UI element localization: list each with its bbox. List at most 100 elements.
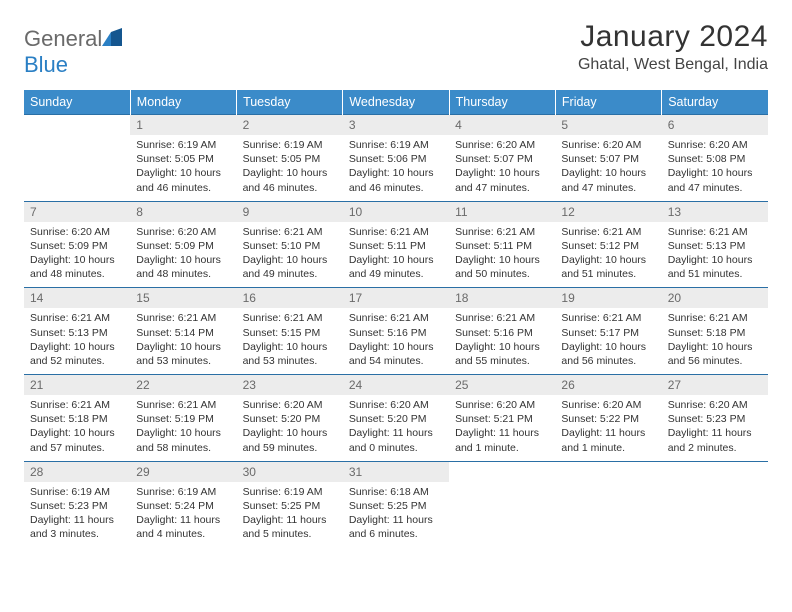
sunset-line: Sunset: 5:25 PM <box>243 499 337 513</box>
day-text: Sunrise: 6:19 AMSunset: 5:24 PMDaylight:… <box>130 485 236 542</box>
dow-tuesday: Tuesday <box>237 90 343 115</box>
day-text: Sunrise: 6:20 AMSunset: 5:20 PMDaylight:… <box>343 398 449 455</box>
week-row: 7Sunrise: 6:20 AMSunset: 5:09 PMDaylight… <box>24 201 768 288</box>
daylight-line: Daylight: 10 hours and 49 minutes. <box>349 253 443 281</box>
sunset-line: Sunset: 5:15 PM <box>243 326 337 340</box>
sunrise-line: Sunrise: 6:19 AM <box>349 138 443 152</box>
sunrise-line: Sunrise: 6:21 AM <box>136 311 230 325</box>
calendar-table: Sunday Monday Tuesday Wednesday Thursday… <box>24 90 768 547</box>
daylight-line: Daylight: 11 hours and 4 minutes. <box>136 513 230 541</box>
sunset-line: Sunset: 5:16 PM <box>349 326 443 340</box>
day-cell: 19Sunrise: 6:21 AMSunset: 5:17 PMDayligh… <box>555 288 661 375</box>
week-row: 1Sunrise: 6:19 AMSunset: 5:05 PMDaylight… <box>24 115 768 202</box>
day-number: 29 <box>130 462 236 482</box>
sunset-line: Sunset: 5:05 PM <box>136 152 230 166</box>
sunrise-line: Sunrise: 6:21 AM <box>349 225 443 239</box>
daylight-line: Daylight: 10 hours and 47 minutes. <box>668 166 762 194</box>
day-cell: 17Sunrise: 6:21 AMSunset: 5:16 PMDayligh… <box>343 288 449 375</box>
week-row: 28Sunrise: 6:19 AMSunset: 5:23 PMDayligh… <box>24 461 768 547</box>
logo-word-b: Blue <box>24 52 68 77</box>
day-text: Sunrise: 6:21 AMSunset: 5:18 PMDaylight:… <box>662 311 768 368</box>
day-number: 11 <box>449 202 555 222</box>
daylight-line: Daylight: 10 hours and 53 minutes. <box>136 340 230 368</box>
sunrise-line: Sunrise: 6:21 AM <box>561 225 655 239</box>
day-cell <box>555 461 661 547</box>
day-text: Sunrise: 6:20 AMSunset: 5:07 PMDaylight:… <box>449 138 555 195</box>
day-number: 21 <box>24 375 130 395</box>
week-row: 21Sunrise: 6:21 AMSunset: 5:18 PMDayligh… <box>24 375 768 462</box>
sunrise-line: Sunrise: 6:21 AM <box>455 225 549 239</box>
day-cell: 21Sunrise: 6:21 AMSunset: 5:18 PMDayligh… <box>24 375 130 462</box>
sunset-line: Sunset: 5:23 PM <box>668 412 762 426</box>
daylight-line: Daylight: 11 hours and 6 minutes. <box>349 513 443 541</box>
dow-friday: Friday <box>555 90 661 115</box>
daylight-line: Daylight: 10 hours and 50 minutes. <box>455 253 549 281</box>
day-cell: 7Sunrise: 6:20 AMSunset: 5:09 PMDaylight… <box>24 201 130 288</box>
sunset-line: Sunset: 5:13 PM <box>668 239 762 253</box>
day-number: 13 <box>662 202 768 222</box>
day-number: 6 <box>662 115 768 135</box>
day-text: Sunrise: 6:21 AMSunset: 5:16 PMDaylight:… <box>343 311 449 368</box>
day-text: Sunrise: 6:20 AMSunset: 5:20 PMDaylight:… <box>237 398 343 455</box>
sunrise-line: Sunrise: 6:19 AM <box>136 138 230 152</box>
day-number: 8 <box>130 202 236 222</box>
daylight-line: Daylight: 10 hours and 56 minutes. <box>561 340 655 368</box>
day-number: 27 <box>662 375 768 395</box>
title-block: January 2024 Ghatal, West Bengal, India <box>578 20 768 74</box>
day-number-empty <box>555 462 661 482</box>
day-number: 20 <box>662 288 768 308</box>
daylight-line: Daylight: 11 hours and 1 minute. <box>455 426 549 454</box>
day-text: Sunrise: 6:21 AMSunset: 5:12 PMDaylight:… <box>555 225 661 282</box>
day-text: Sunrise: 6:20 AMSunset: 5:08 PMDaylight:… <box>662 138 768 195</box>
day-number: 18 <box>449 288 555 308</box>
daylight-line: Daylight: 10 hours and 53 minutes. <box>243 340 337 368</box>
day-number: 24 <box>343 375 449 395</box>
logo-text: General Blue <box>24 26 124 78</box>
sunset-line: Sunset: 5:05 PM <box>243 152 337 166</box>
daylight-line: Daylight: 10 hours and 59 minutes. <box>243 426 337 454</box>
sunrise-line: Sunrise: 6:21 AM <box>243 225 337 239</box>
day-cell: 5Sunrise: 6:20 AMSunset: 5:07 PMDaylight… <box>555 115 661 202</box>
daylight-line: Daylight: 10 hours and 48 minutes. <box>136 253 230 281</box>
sunrise-line: Sunrise: 6:21 AM <box>349 311 443 325</box>
sunset-line: Sunset: 5:06 PM <box>349 152 443 166</box>
day-cell <box>449 461 555 547</box>
daylight-line: Daylight: 11 hours and 5 minutes. <box>243 513 337 541</box>
daylight-line: Daylight: 10 hours and 54 minutes. <box>349 340 443 368</box>
daylight-line: Daylight: 10 hours and 52 minutes. <box>30 340 124 368</box>
day-cell <box>662 461 768 547</box>
sunrise-line: Sunrise: 6:21 AM <box>668 225 762 239</box>
daylight-line: Daylight: 10 hours and 51 minutes. <box>561 253 655 281</box>
sunset-line: Sunset: 5:11 PM <box>349 239 443 253</box>
day-number: 25 <box>449 375 555 395</box>
day-cell: 27Sunrise: 6:20 AMSunset: 5:23 PMDayligh… <box>662 375 768 462</box>
sunset-line: Sunset: 5:24 PM <box>136 499 230 513</box>
sunset-line: Sunset: 5:22 PM <box>561 412 655 426</box>
day-cell: 11 Sunrise: 6:21 AMSunset: 5:11 PMDayligh… <box>449 201 555 288</box>
sunset-line: Sunset: 5:07 PM <box>561 152 655 166</box>
day-number: 9 <box>237 202 343 222</box>
sunrise-line: Sunrise: 6:20 AM <box>349 398 443 412</box>
sunrise-line: Sunrise: 6:19 AM <box>30 485 124 499</box>
day-text: Sunrise: 6:21 AMSunset: 5:19 PMDaylight:… <box>130 398 236 455</box>
sunset-line: Sunset: 5:17 PM <box>561 326 655 340</box>
sunset-line: Sunset: 5:11 PM <box>455 239 549 253</box>
daylight-line: Daylight: 11 hours and 1 minute. <box>561 426 655 454</box>
day-cell: 2Sunrise: 6:19 AMSunset: 5:05 PMDaylight… <box>237 115 343 202</box>
day-number: 14 <box>24 288 130 308</box>
sunset-line: Sunset: 5:12 PM <box>561 239 655 253</box>
day-number: 16 <box>237 288 343 308</box>
sunrise-line: Sunrise: 6:18 AM <box>349 485 443 499</box>
day-number: 12 <box>555 202 661 222</box>
day-number: 3 <box>343 115 449 135</box>
day-cell: 31Sunrise: 6:18 AMSunset: 5:25 PMDayligh… <box>343 461 449 547</box>
dow-monday: Monday <box>130 90 236 115</box>
day-cell: 16Sunrise: 6:21 AMSunset: 5:15 PMDayligh… <box>237 288 343 375</box>
day-cell: 14Sunrise: 6:21 AMSunset: 5:13 PMDayligh… <box>24 288 130 375</box>
day-cell: 15Sunrise: 6:21 AMSunset: 5:14 PMDayligh… <box>130 288 236 375</box>
daylight-line: Daylight: 10 hours and 47 minutes. <box>455 166 549 194</box>
day-number: 22 <box>130 375 236 395</box>
sunrise-line: Sunrise: 6:21 AM <box>561 311 655 325</box>
dow-saturday: Saturday <box>662 90 768 115</box>
day-text: Sunrise: 6:20 AMSunset: 5:09 PMDaylight:… <box>130 225 236 282</box>
